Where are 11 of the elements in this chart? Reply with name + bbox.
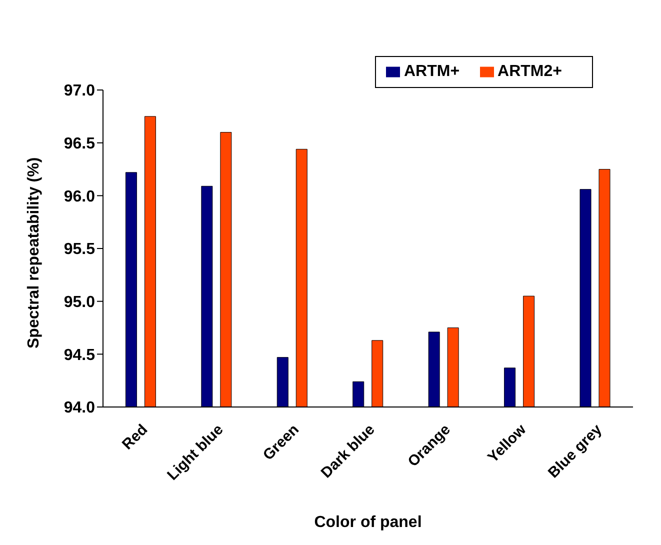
y-tick-label: 94.5 [64,346,96,364]
y-axis-title: Spectral repeatability (%) [26,157,43,348]
y-tick-label: 96.5 [64,136,96,153]
x-axis-title: Color of panel [314,514,422,531]
y-tick-label: 96.0 [64,188,96,206]
y-tick-label: 95.5 [64,241,96,258]
y-tick-label: 95.0 [64,294,96,312]
y-tick-label: 94.0 [64,400,96,417]
y-tick-label: 97.0 [64,82,96,100]
legend-label: ARTM+ [404,63,460,80]
legend-label: ARTM2+ [498,63,562,80]
